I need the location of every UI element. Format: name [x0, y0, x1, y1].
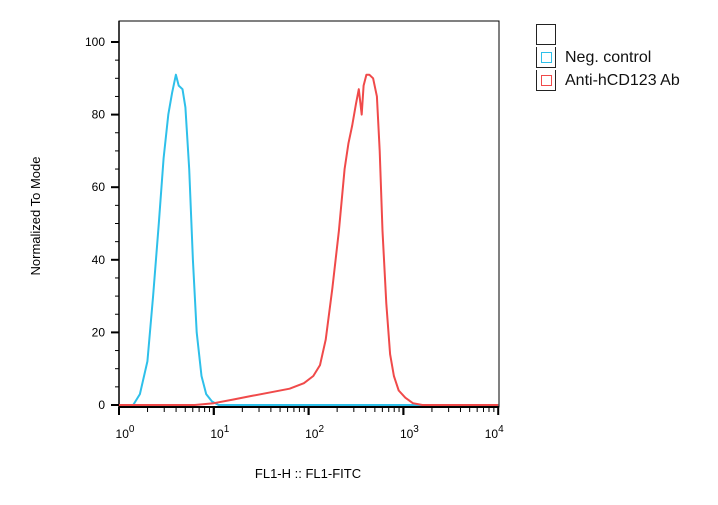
legend-empty-box: [536, 24, 556, 45]
y-tick-label: 40: [92, 253, 106, 267]
x-tick-label: 104: [485, 424, 504, 441]
legend-label: Neg. control: [565, 48, 652, 66]
legend: Neg. control Anti-hCD123 Ab: [536, 23, 680, 92]
legend-box: [536, 70, 556, 91]
x-tick-label: 101: [210, 424, 229, 441]
series-line-neg-control: [119, 73, 499, 406]
x-tick-label: 103: [400, 424, 419, 441]
legend-swatch-neg: [540, 51, 552, 63]
y-tick-label: 100: [85, 35, 105, 49]
legend-item-anti-hcd123: Anti-hCD123 Ab: [536, 69, 680, 92]
legend-item-neg-control: Neg. control: [536, 46, 680, 69]
y-tick-label: 0: [98, 398, 105, 412]
x-axis-label: FL1-H :: FL1-FITC: [255, 466, 361, 481]
y-axis-label: Normalized To Mode: [28, 157, 43, 276]
legend-label: Anti-hCD123 Ab: [565, 71, 680, 89]
y-tick-label: 80: [92, 108, 106, 122]
y-tick-label: 20: [92, 325, 106, 339]
legend-swatch-anti: [540, 74, 552, 86]
legend-box: [536, 47, 556, 68]
x-tick-label: 102: [305, 424, 324, 441]
y-tick-label: 60: [92, 180, 106, 194]
legend-header: [536, 23, 680, 46]
x-tick-label: 100: [116, 424, 135, 441]
series-line-anti-hcd123: [119, 73, 499, 406]
